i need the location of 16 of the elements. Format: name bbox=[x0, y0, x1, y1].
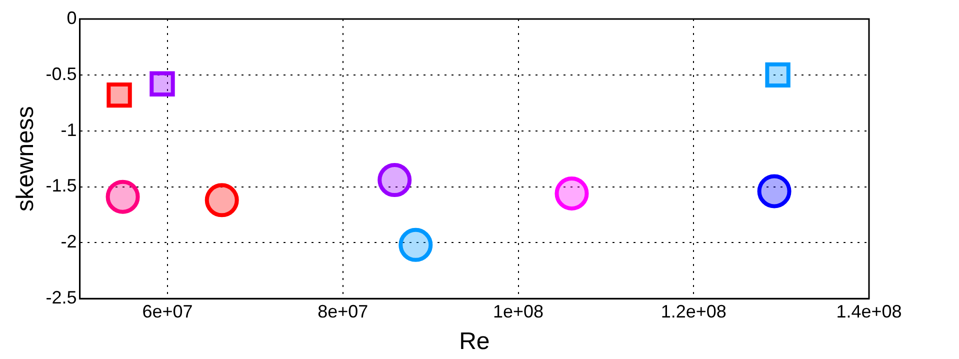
y-axis-title: skewness bbox=[12, 106, 40, 212]
x-tick-label: 1.2e+08 bbox=[660, 301, 726, 322]
point bbox=[554, 176, 589, 210]
y-tick-label: 0 bbox=[66, 8, 77, 28]
y-tick-label: -1 bbox=[60, 120, 77, 140]
x-axis-title: Re bbox=[459, 328, 490, 356]
x-tick-label: 8e+07 bbox=[318, 301, 368, 322]
x-tick-label: 6e+07 bbox=[142, 301, 193, 322]
point bbox=[757, 174, 792, 208]
y-tick-label: -2 bbox=[60, 232, 77, 252]
x-tick-label: 1.4e+08 bbox=[836, 301, 902, 322]
y-tick-label: -1.5 bbox=[46, 176, 77, 196]
x-tick-label: 1e+08 bbox=[492, 301, 544, 322]
y-tick-label: -0.5 bbox=[46, 64, 77, 84]
y-tick-label: -2.5 bbox=[46, 288, 77, 308]
point bbox=[106, 180, 140, 214]
